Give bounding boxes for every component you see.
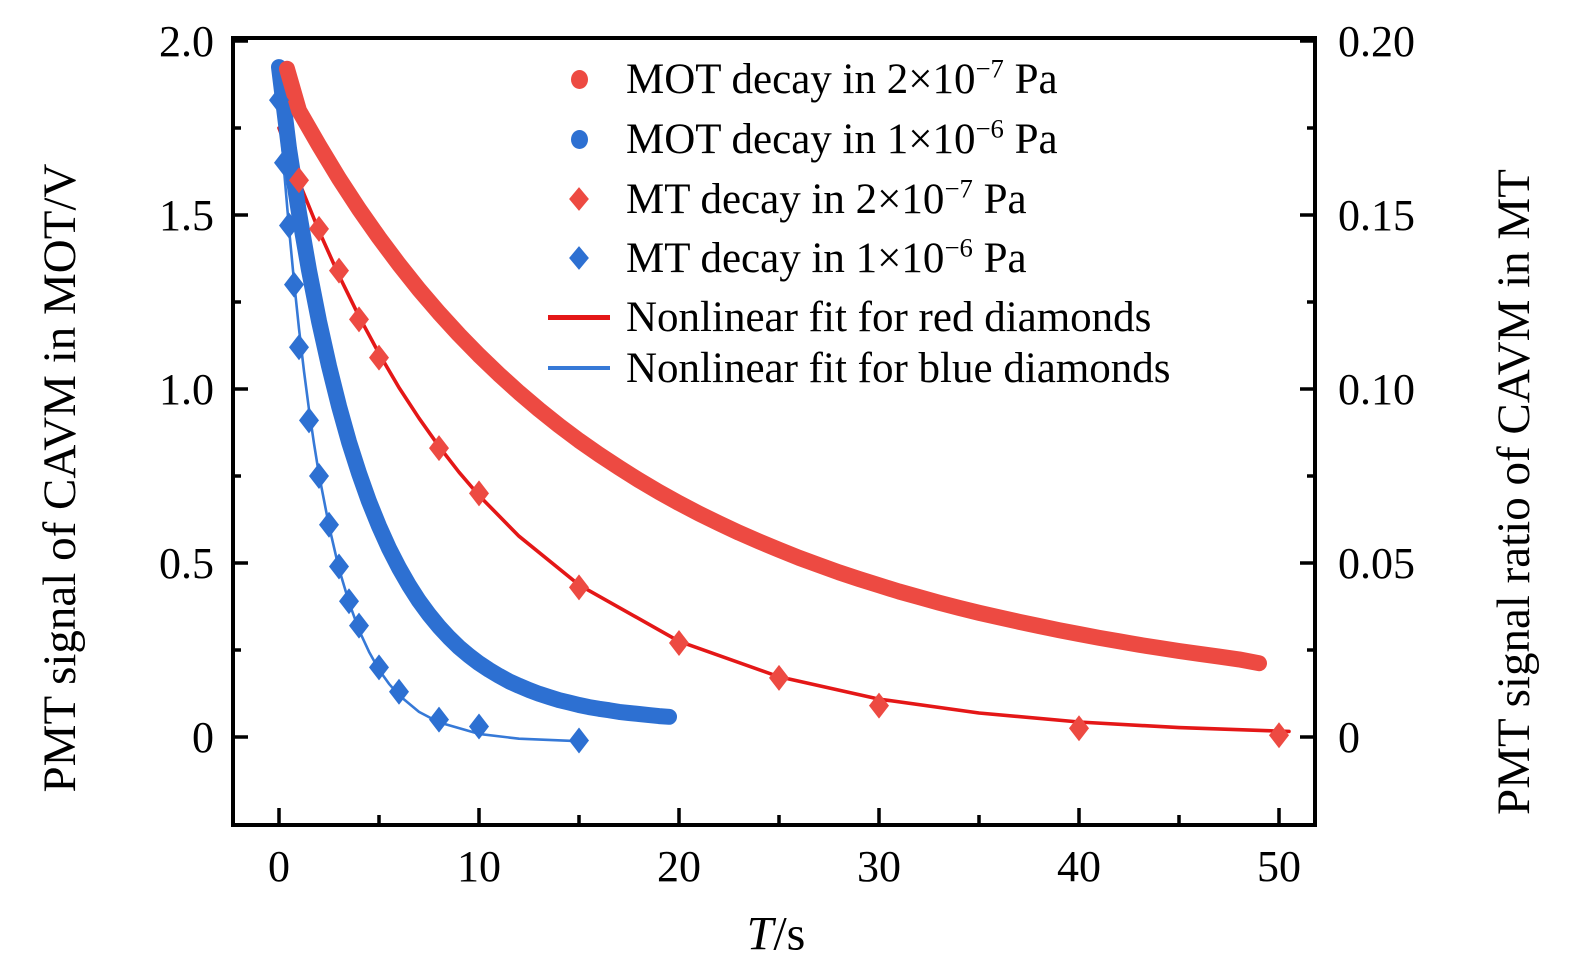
blue-mt-diamonds-marker <box>569 727 589 754</box>
red-mt-diamonds-marker <box>869 692 889 719</box>
blue-mt-diamonds-marker <box>319 511 339 538</box>
red-mt-diamonds-marker <box>369 344 389 371</box>
red-mot-curve <box>279 60 1267 672</box>
x-tick-label: 50 <box>1257 842 1301 891</box>
blue-mt-diamonds-marker <box>469 713 489 740</box>
red-mt-diamonds-marker <box>1069 715 1089 742</box>
red-mt-diamonds-marker <box>569 574 589 601</box>
y-left-tick-label: 2.0 <box>159 17 214 66</box>
x-tick-label: 20 <box>657 842 701 891</box>
x-tick-label: 10 <box>457 842 501 891</box>
blue-mt-diamonds-marker <box>349 612 369 639</box>
red-mt-diamonds-marker <box>329 257 349 284</box>
y-axis-title-left: PMT signal of CAVM in MOT/V <box>34 163 86 793</box>
blue-mt-diamonds-marker <box>369 654 389 681</box>
x-axis-title-symbol: T <box>746 907 774 961</box>
blue-mt-diamonds-marker <box>309 463 329 489</box>
red-mt-diamonds-marker <box>1269 722 1289 749</box>
x-tick-label: 0 <box>268 842 290 891</box>
x-tick-label: 30 <box>857 842 901 891</box>
plot-border <box>231 36 1317 827</box>
y-right-tick-label: 0.15 <box>1338 191 1415 240</box>
y-left-tick-label: 1.5 <box>159 191 214 240</box>
blue-fit-line <box>277 102 581 743</box>
red-mt-diamonds-marker <box>669 630 689 657</box>
x-axis-title: T/s <box>747 907 806 962</box>
blue-mt-diamonds-marker <box>339 588 359 615</box>
y-axis-title-right: PMT signal ratio of CAVM in MT <box>1488 169 1540 815</box>
red-mt-diamonds-marker <box>309 215 329 242</box>
y-left-tick-label: 0.5 <box>159 539 214 588</box>
red-fit-line <box>277 126 1291 734</box>
y-left-tick-label: 1.0 <box>159 365 214 414</box>
blue-mt-diamonds-marker <box>279 212 299 239</box>
blue-mt-diamonds-marker <box>389 678 409 705</box>
y-right-tick-label: 0.05 <box>1338 539 1415 588</box>
y-right-tick-label: 0.20 <box>1338 17 1415 66</box>
red-mt-diamonds-marker <box>469 480 489 507</box>
blue-mt-diamonds-marker <box>329 553 349 580</box>
blue-mt-diamonds-marker <box>299 407 319 434</box>
y-left-tick-label: 0 <box>192 713 214 762</box>
y-right-tick-label: 0 <box>1338 713 1360 762</box>
x-axis-title-unit: /s <box>773 907 806 961</box>
blue-mt-diamonds-marker <box>429 706 449 733</box>
blue-mt-diamonds-marker <box>289 334 309 361</box>
y-right-tick-label: 0.10 <box>1338 365 1415 414</box>
red-mt-diamonds-marker <box>349 306 369 333</box>
red-mt-diamonds-marker <box>429 435 449 462</box>
red-mt-diamonds-marker <box>769 664 789 691</box>
blue-mt-diamonds-marker <box>274 149 294 176</box>
blue-mot-curve <box>271 59 677 725</box>
blue-mt-diamonds-marker <box>269 87 289 114</box>
x-tick-label: 40 <box>1057 842 1101 891</box>
red-mt-diamonds-marker <box>289 167 309 194</box>
blue-mt-diamonds-marker <box>284 271 304 298</box>
